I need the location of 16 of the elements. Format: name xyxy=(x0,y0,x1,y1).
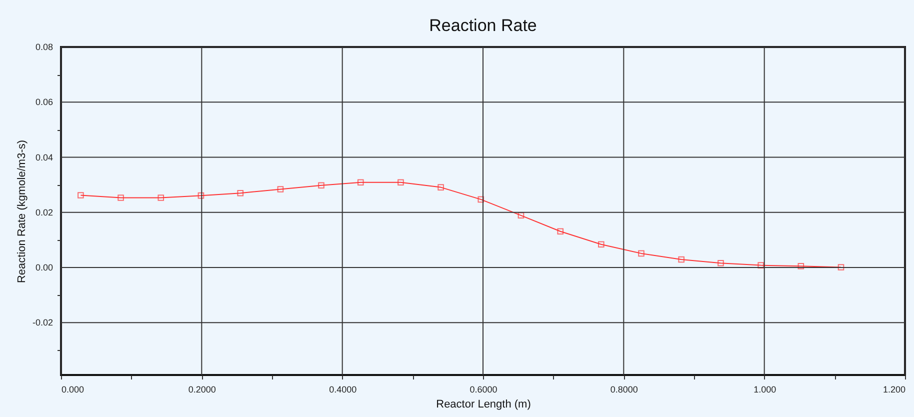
x-tick-label: 0.000 xyxy=(62,384,84,394)
chart-title: Reaction Rate xyxy=(429,16,537,35)
x-tick-label: 0.4000 xyxy=(329,384,357,394)
x-tick-label: 0.8000 xyxy=(610,384,638,394)
x-tick-label: 1.000 xyxy=(754,384,776,394)
y-axis-title: Reaction Rate (kgmole/m3-s) xyxy=(16,140,28,284)
y-tick-label: 0.06 xyxy=(35,97,53,108)
x-tick-label: 0.2000 xyxy=(188,384,216,394)
x-tick-label: 1.200 xyxy=(882,384,906,394)
y-tick-label: 0.08 xyxy=(35,42,53,52)
y-tick-label: 0.02 xyxy=(35,207,53,218)
y-tick-label: -0.02 xyxy=(32,318,53,328)
y-tick-label: 0.00 xyxy=(35,262,53,273)
x-tick-label: 0.6000 xyxy=(470,384,498,394)
y-tick-label: 0.04 xyxy=(35,152,53,162)
x-axis-title: Reactor Length (m) xyxy=(436,398,531,410)
